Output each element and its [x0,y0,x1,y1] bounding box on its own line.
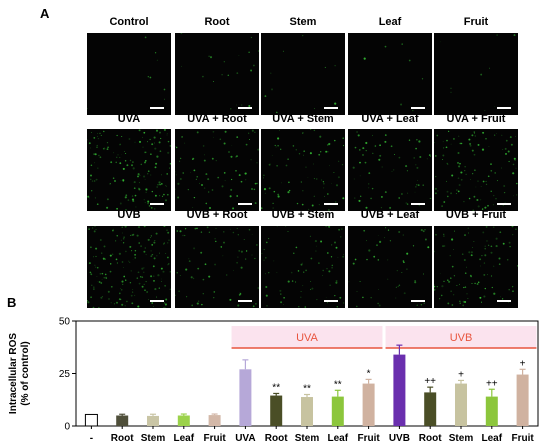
significance-label: ** [334,379,342,390]
y-tick-label: 0 [64,422,70,433]
significance-label: * [367,368,371,379]
x-tick-label: Stem [141,433,166,444]
micrograph-label: Leaf [378,16,402,28]
micrograph-image [175,33,259,115]
bar [516,374,529,426]
micrograph-image [434,33,518,115]
bar [177,415,190,426]
x-tick-label: Leaf [482,433,503,444]
x-tick-label: Fruit [357,433,380,444]
scale-bar [497,107,511,109]
x-tick-label: - [90,433,93,444]
micrograph-label: UVA + Stem [272,113,334,125]
group-highlight [231,326,383,348]
micrograph-image [87,33,171,115]
significance-label: ++ [486,378,498,389]
micrograph-image [348,226,432,308]
bar [208,415,221,426]
x-tick-label: Leaf [174,433,195,444]
micrograph-label: Control [109,16,149,28]
x-tick-label: Stem [449,433,474,444]
scale-bar [497,203,511,205]
bar [84,413,98,427]
micrograph-image [87,226,171,308]
bar [455,383,467,426]
micrograph-image [87,129,171,211]
micrograph-label: UVA [117,113,141,125]
micrograph-label: UVB + Leaf [360,209,420,221]
x-tick-label: UVA [235,433,255,444]
micrograph-label: Stem [289,16,317,28]
scale-bar [150,107,164,109]
micrograph-image [261,33,345,115]
micrograph-image [434,226,518,308]
micrograph-image [261,226,345,308]
micrograph-label: Root [204,16,230,28]
micrograph-image [261,129,345,211]
bar [331,396,344,426]
micrograph-label: UVB + Fruit [445,209,507,221]
micrograph-image [348,33,432,115]
x-tick-label: Leaf [328,433,349,444]
scale-bar [238,300,252,302]
micrograph-label: UVA + Root [187,113,247,125]
micrograph-image [434,129,518,211]
group-highlight [385,326,537,348]
scale-bar [238,107,252,109]
bar [239,369,252,426]
bar [485,396,498,426]
x-tick-label: Root [265,433,288,444]
micrograph-image [348,129,432,211]
bar [147,415,159,426]
bar [301,397,313,426]
panel-a-label: A [40,6,50,21]
group-label: UVB [450,332,473,344]
bar [270,395,283,426]
x-tick-label: Fruit [203,433,226,444]
x-tick-label: Fruit [511,433,534,444]
micrograph-label: UVB [117,209,141,221]
scale-bar [411,300,425,302]
micrograph-image [175,129,259,211]
micrograph-label: UVA + Leaf [361,113,419,125]
scale-bar [324,300,338,302]
bar [116,415,129,426]
ros-bar-chart: UVA UVB 0 25 50 Intracellular ROS(% of contro… [8,317,539,444]
scale-bar [150,300,164,302]
micrograph-label: UVB + Root [186,209,248,221]
significance-label: ** [272,382,280,393]
significance-label: ++ [424,376,436,387]
significance-label: + [520,358,526,369]
y-tick-label: 50 [59,317,71,328]
scale-bar [411,107,425,109]
x-tick-label: Root [419,433,442,444]
bar [362,383,375,426]
bar [424,392,437,426]
group-label: UVA [296,332,318,344]
y-tick-label: 25 [59,369,71,380]
significance-label: + [458,369,464,380]
scale-bar [411,203,425,205]
micrograph-label: Fruit [463,16,489,28]
x-tick-label: UVB [389,433,410,444]
scale-bar [324,107,338,109]
micrograph-label: UVA + Fruit [446,113,506,125]
micrograph-image [175,226,259,308]
micrograph-label: UVB + Stem [271,209,335,221]
scale-bar [150,203,164,205]
scale-bar [238,203,252,205]
bar [393,354,406,426]
significance-label: ** [303,384,311,395]
panel-b-label: B [7,295,17,310]
x-tick-label: Stem [295,433,320,444]
x-tick-label: Root [111,433,134,444]
y-axis-label: Intracellular ROS(% of control) [8,333,31,414]
scale-bar [497,300,511,302]
scale-bar [324,203,338,205]
